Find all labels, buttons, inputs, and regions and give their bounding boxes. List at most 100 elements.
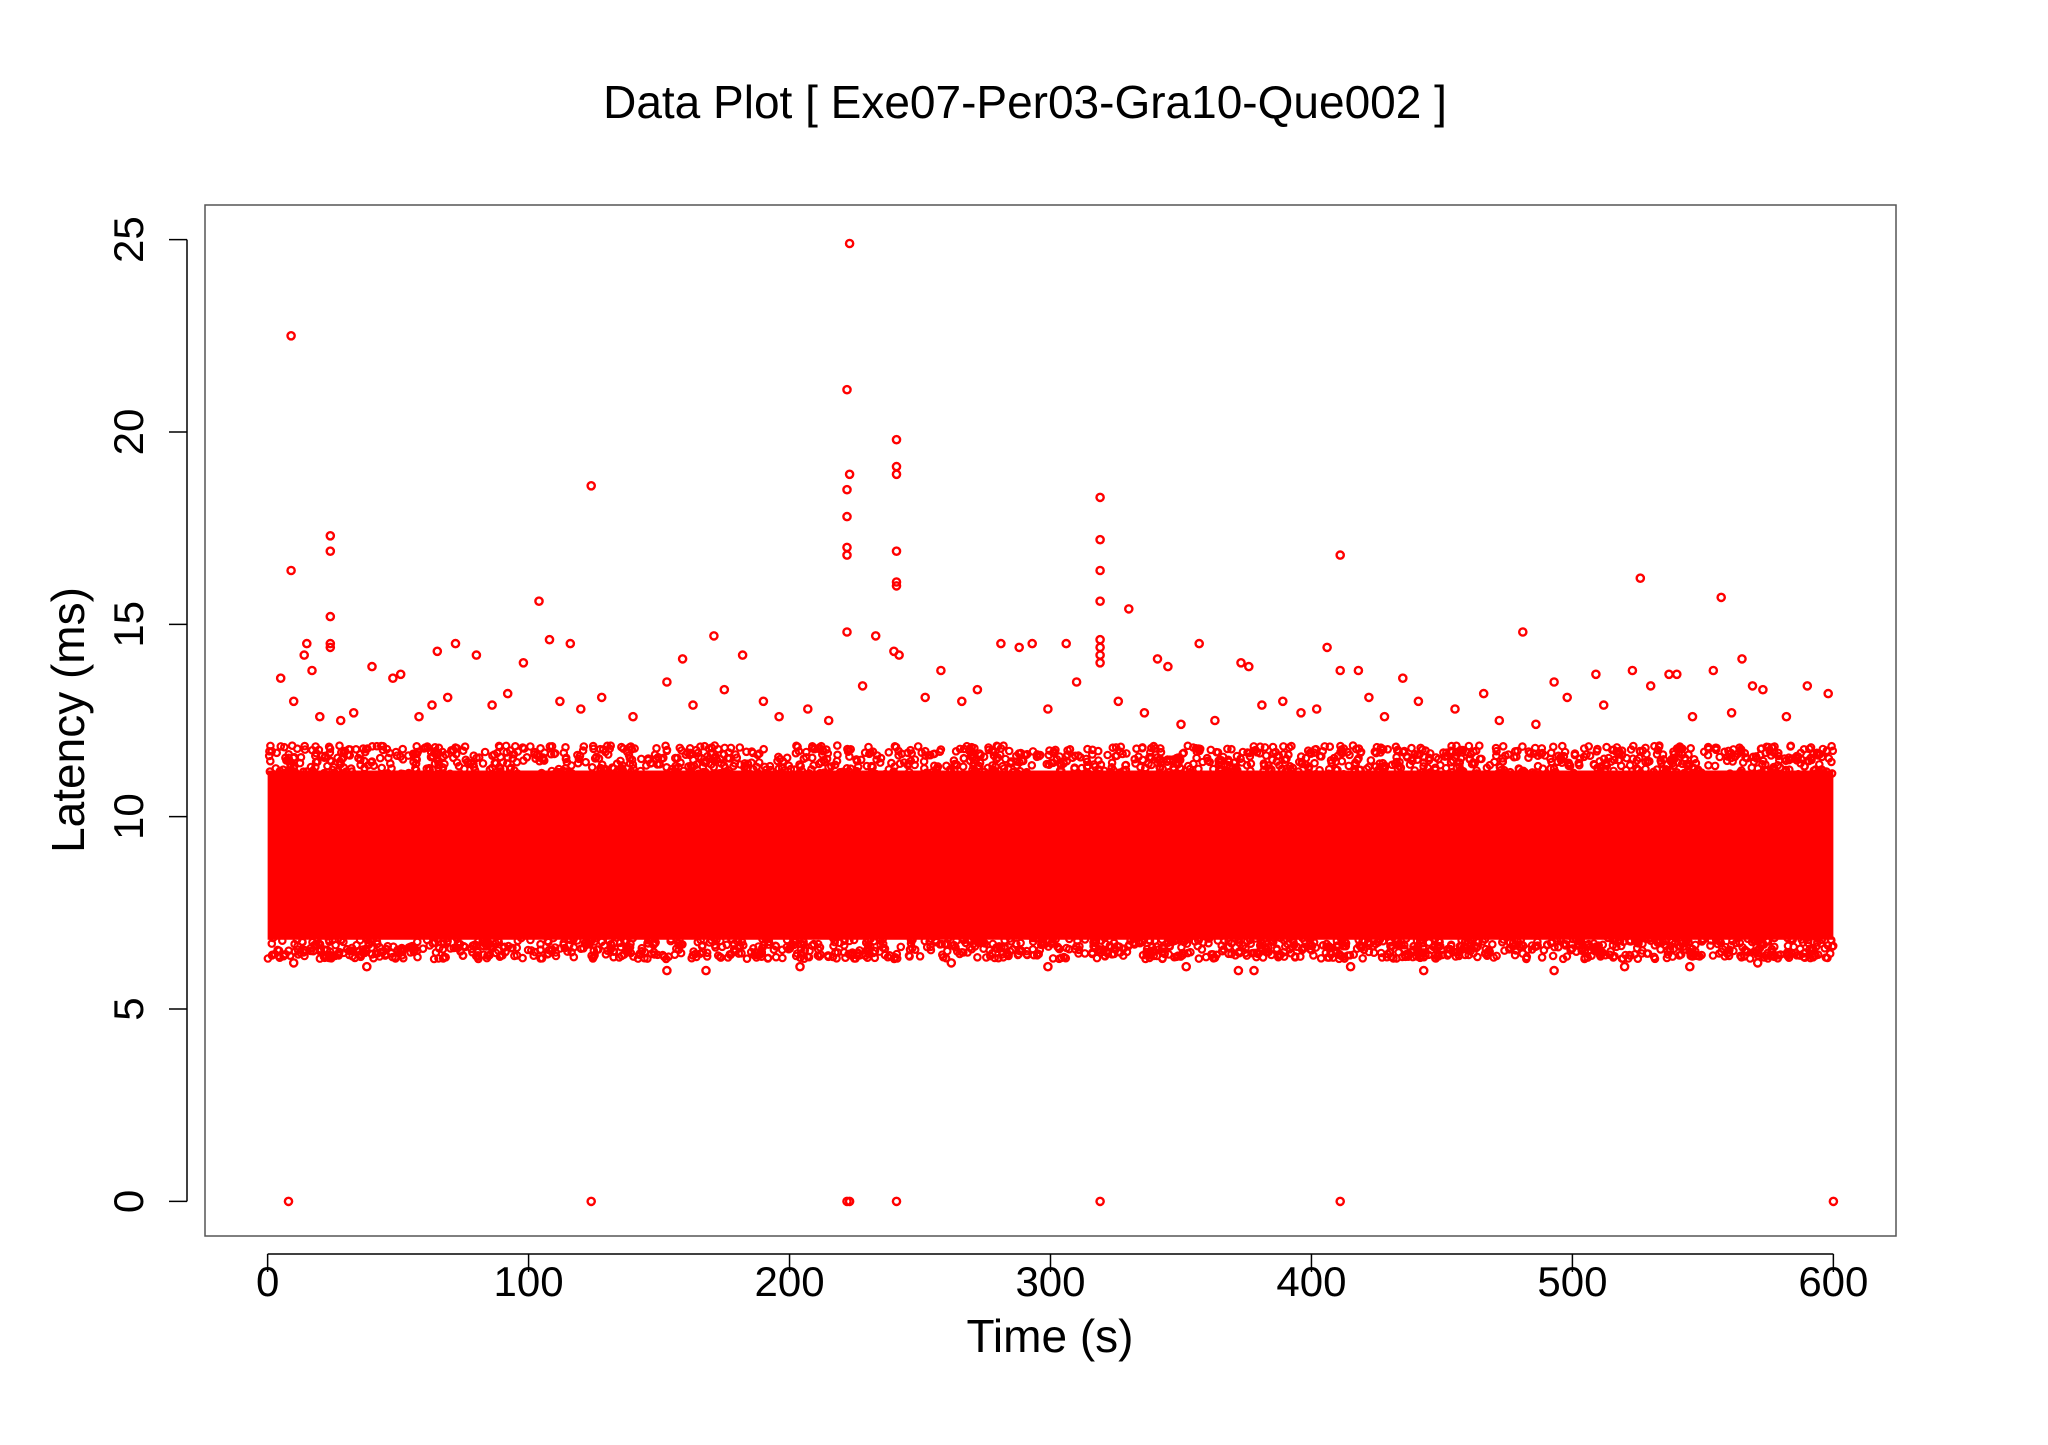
- data-point: [973, 952, 982, 962]
- data-point: [1518, 949, 1528, 958]
- data-point: [842, 542, 852, 553]
- data-point: [949, 756, 959, 765]
- data-point: [473, 937, 483, 946]
- data-point: [1257, 700, 1267, 710]
- data-point: [890, 762, 899, 771]
- data-point: [1245, 752, 1255, 761]
- data-point: [1418, 948, 1428, 958]
- data-point: [1194, 764, 1203, 774]
- data-point: [693, 769, 703, 779]
- data-point: [920, 692, 931, 703]
- data-point: [1034, 949, 1044, 959]
- data-point: [1244, 661, 1254, 672]
- data-point: [378, 741, 388, 751]
- data-point: [1204, 934, 1214, 943]
- data-point: [1147, 753, 1156, 762]
- data-point: [422, 764, 432, 774]
- data-point: [728, 935, 737, 944]
- data-point: [384, 753, 393, 763]
- data-point: [730, 758, 740, 768]
- data-point: [655, 759, 664, 769]
- data-point: [972, 684, 983, 695]
- data-point: [567, 761, 576, 770]
- data-point: [619, 936, 629, 946]
- data-point: [1523, 945, 1533, 954]
- data-point: [1243, 937, 1252, 946]
- data-point: [1138, 937, 1147, 947]
- data-point: [1003, 764, 1013, 773]
- data-point: [1786, 742, 1795, 751]
- data-point: [388, 673, 398, 684]
- data-point: [472, 753, 481, 763]
- data-point: [1303, 746, 1313, 756]
- data-point: [1236, 754, 1245, 764]
- data-point: [966, 751, 976, 760]
- data-point: [1682, 760, 1691, 769]
- data-point: [1311, 704, 1322, 714]
- data-point: [1159, 944, 1168, 954]
- data-point: [867, 768, 876, 777]
- data-point: [844, 766, 854, 776]
- data-point: [1615, 747, 1624, 757]
- data-point: [936, 665, 946, 676]
- data-point: [1223, 744, 1232, 754]
- data-point: [857, 681, 868, 691]
- data-point: [473, 954, 483, 964]
- data-point: [1626, 951, 1635, 961]
- data-point: [1413, 750, 1422, 760]
- data-point: [480, 747, 490, 757]
- data-point: [835, 938, 845, 948]
- data-point: [1324, 941, 1334, 951]
- data-point: [1820, 943, 1830, 953]
- data-point: [396, 769, 406, 779]
- data-point: [910, 755, 920, 764]
- data-point: [1804, 756, 1814, 766]
- data-point: [1189, 759, 1198, 769]
- data-point: [1080, 935, 1090, 944]
- data-point: [1672, 669, 1682, 680]
- data-point: [1570, 749, 1580, 758]
- data-point: [1155, 762, 1164, 772]
- data-point: [1322, 642, 1332, 653]
- data-point: [776, 767, 786, 777]
- data-point: [1447, 741, 1456, 751]
- data-point: [1785, 765, 1794, 775]
- data-point: [702, 952, 712, 961]
- data-point: [1272, 945, 1282, 955]
- data-point: [856, 755, 866, 765]
- data-point: [931, 935, 940, 945]
- data-point: [1027, 760, 1037, 770]
- data-point: [283, 1196, 294, 1207]
- data-point: [1352, 944, 1362, 953]
- data-point: [1392, 935, 1402, 944]
- data-point: [337, 935, 346, 944]
- data-point: [442, 692, 453, 703]
- data-point: [1817, 765, 1826, 774]
- data-point: [289, 762, 299, 771]
- data-point: [468, 941, 478, 950]
- data-point: [1093, 746, 1103, 756]
- data-point: [1147, 942, 1157, 952]
- data-point: [677, 654, 688, 664]
- data-point: [862, 761, 872, 771]
- data-point: [1446, 757, 1456, 767]
- data-point: [471, 650, 482, 660]
- data-point: [1549, 742, 1558, 752]
- data-point: [1364, 947, 1374, 957]
- data-point: [1403, 952, 1413, 962]
- data-point: [738, 940, 748, 950]
- data-point: [1608, 940, 1618, 950]
- data-point: [616, 942, 626, 952]
- data-point: [1687, 948, 1697, 958]
- data-point: [1090, 762, 1100, 771]
- data-point: [1517, 767, 1527, 776]
- data-point: [666, 936, 676, 946]
- data-point: [502, 759, 512, 768]
- data-point: [726, 743, 736, 753]
- data-point: [1335, 550, 1345, 560]
- data-point: [1466, 749, 1476, 759]
- data-point: [1251, 745, 1260, 755]
- data-point: [1560, 747, 1570, 757]
- data-point: [905, 952, 914, 961]
- data-point: [1157, 935, 1167, 944]
